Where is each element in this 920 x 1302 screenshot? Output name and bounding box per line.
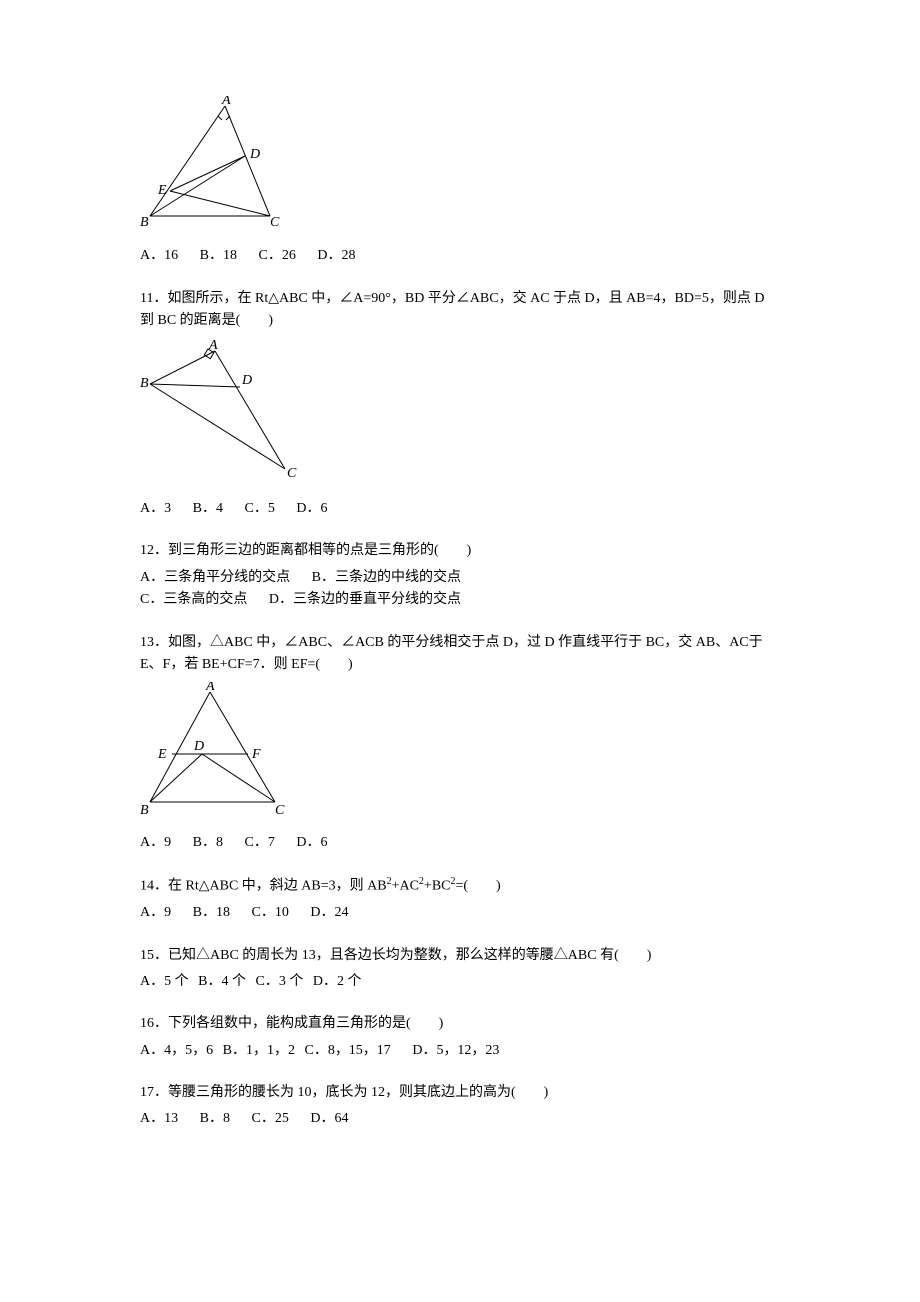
question-13: 13．如图，△ABC 中，∠ABC、∠ACB 的平分线相交于点 D，过 D 作直… (140, 632, 780, 855)
question-17: 17．等腰三角形的腰长为 10，底长为 12，则其底边上的高为( ) A．13 … (140, 1082, 780, 1131)
option-b: B．1，1，2 (223, 1040, 295, 1062)
q17-options: A．13 B．8 C．25 D．64 (140, 1108, 780, 1130)
option-b: B．18 (193, 902, 230, 924)
option-a: A．三条角平分线的交点 (140, 567, 290, 589)
q14-post: =( ) (456, 879, 501, 894)
q13-diagram: A B C D E F (140, 682, 780, 825)
svg-text:A: A (208, 339, 218, 353)
q14-mid2: +BC (424, 879, 451, 894)
option-d: D．64 (310, 1108, 348, 1130)
question-15: 15．已知△ABC 的周长为 13，且各边长均为整数，那么这样的等腰△ABC 有… (140, 945, 780, 994)
option-c: C．25 (251, 1108, 288, 1130)
svg-text:F: F (251, 747, 261, 762)
option-d: D．2 个 (313, 971, 362, 993)
q14-options: A．9 B．18 C．10 D．24 (140, 902, 780, 924)
option-c: C．8，15，17 (304, 1040, 390, 1062)
svg-text:E: E (157, 747, 167, 762)
q14-stem: 14．在 Rt△ABC 中，斜边 AB=3，则 AB2+AC2+BC2=( ) (140, 874, 780, 898)
option-c: C．三条高的交点 (140, 589, 247, 611)
q10-options: A．16 B．18 C．26 D．28 (140, 245, 780, 267)
svg-text:B: B (140, 215, 149, 230)
option-b: B．4 个 (198, 971, 246, 993)
q11-options: A．3 B．4 C．5 D．6 (140, 498, 780, 520)
question-10: A B C D E A．16 B．18 C．26 D．28 (140, 96, 780, 268)
option-a: A．3 (140, 498, 171, 520)
question-14: 14．在 Rt△ABC 中，斜边 AB=3，则 AB2+AC2+BC2=( ) … (140, 874, 780, 924)
option-a: A．9 (140, 832, 171, 854)
q16-stem: 16．下列各组数中，能构成直角三角形的是( ) (140, 1013, 780, 1035)
svg-text:C: C (270, 215, 280, 230)
svg-text:C: C (287, 466, 297, 481)
q10-diagram: A B C D E (140, 96, 780, 239)
q12-options: A．三条角平分线的交点 B．三条边的中线的交点 C．三条高的交点 D．三条边的垂… (140, 567, 780, 612)
triangle-diagram-q13: A B C D E F (140, 682, 290, 817)
q12-row2: C．三条高的交点 D．三条边的垂直平分线的交点 (140, 589, 780, 611)
option-c: C．5 (244, 498, 274, 520)
q15-stem: 15．已知△ABC 的周长为 13，且各边长均为整数，那么这样的等腰△ABC 有… (140, 945, 780, 967)
triangle-diagram-q10: A B C D E (140, 96, 290, 231)
option-c: C．26 (258, 245, 295, 267)
option-c: C．10 (251, 902, 288, 924)
q15-options: A．5 个 B．4 个 C．3 个 D．2 个 (140, 971, 780, 993)
q16-options: A．4，5，6 B．1，1，2 C．8，15，17 D．5，12，23 (140, 1040, 780, 1062)
svg-text:D: D (249, 147, 260, 162)
option-c: C．3 个 (255, 971, 303, 993)
option-a: A．16 (140, 245, 178, 267)
q14-mid1: +AC (392, 879, 419, 894)
svg-text:A: A (205, 682, 215, 694)
q14-pre: 14．在 Rt△ABC 中，斜边 AB=3，则 AB (140, 879, 387, 894)
option-b: B．4 (193, 498, 223, 520)
option-d: D．28 (317, 245, 355, 267)
option-c: C．7 (244, 832, 274, 854)
q11-diagram: A B C D (140, 339, 780, 492)
option-a: A．13 (140, 1108, 178, 1130)
svg-text:A: A (221, 96, 231, 108)
question-16: 16．下列各组数中，能构成直角三角形的是( ) A．4，5，6 B．1，1，2 … (140, 1013, 780, 1062)
svg-text:E: E (157, 183, 167, 198)
option-d: D．6 (296, 832, 327, 854)
option-b: B．三条边的中线的交点 (312, 567, 461, 589)
svg-text:D: D (193, 739, 204, 754)
svg-text:C: C (275, 803, 285, 817)
option-a: A．4，5，6 (140, 1040, 213, 1062)
option-b: B．8 (193, 832, 223, 854)
q13-stem: 13．如图，△ABC 中，∠ABC、∠ACB 的平分线相交于点 D，过 D 作直… (140, 632, 780, 677)
option-d: D．6 (296, 498, 327, 520)
option-a: A．9 (140, 902, 171, 924)
svg-text:D: D (241, 373, 252, 388)
option-a: A．5 个 (140, 971, 189, 993)
q17-stem: 17．等腰三角形的腰长为 10，底长为 12，则其底边上的高为( ) (140, 1082, 780, 1104)
option-b: B．18 (200, 245, 237, 267)
question-11: 11．如图所示，在 Rt△ABC 中，∠A=90°，BD 平分∠ABC，交 AC… (140, 288, 780, 521)
option-d: D．5，12，23 (412, 1040, 499, 1062)
q12-stem: 12．到三角形三边的距离都相等的点是三角形的( ) (140, 540, 780, 562)
q11-stem: 11．如图所示，在 Rt△ABC 中，∠A=90°，BD 平分∠ABC，交 AC… (140, 288, 780, 333)
q12-row1: A．三条角平分线的交点 B．三条边的中线的交点 (140, 567, 780, 589)
svg-text:B: B (140, 376, 149, 391)
triangle-diagram-q11: A B C D (140, 339, 305, 484)
svg-text:B: B (140, 803, 149, 817)
option-d: D．三条边的垂直平分线的交点 (269, 589, 461, 611)
q13-options: A．9 B．8 C．7 D．6 (140, 832, 780, 854)
option-d: D．24 (310, 902, 348, 924)
question-12: 12．到三角形三边的距离都相等的点是三角形的( ) A．三条角平分线的交点 B．… (140, 540, 780, 611)
option-b: B．8 (200, 1108, 230, 1130)
